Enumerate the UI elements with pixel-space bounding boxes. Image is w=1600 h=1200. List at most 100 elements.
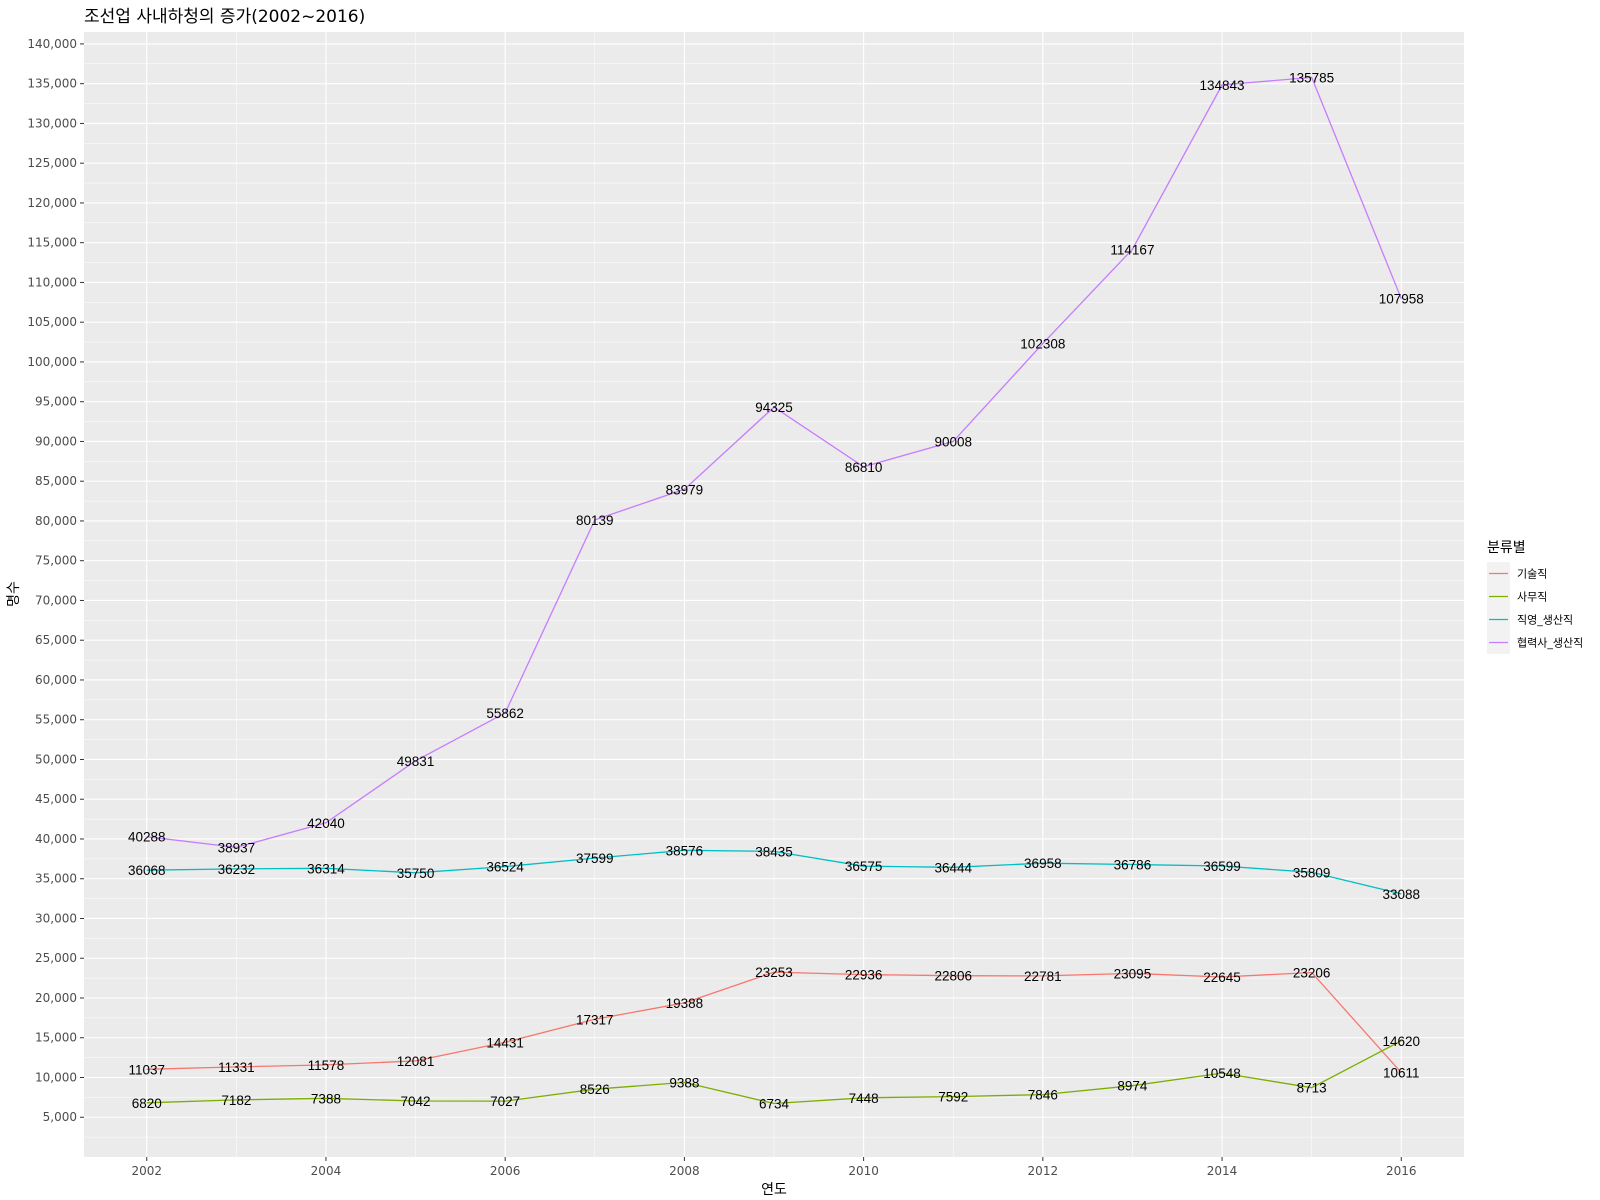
data-label: 86810 (845, 460, 883, 475)
y-tick-label: 15,000 (35, 1031, 77, 1045)
data-label: 37599 (576, 851, 614, 866)
data-label: 17317 (576, 1012, 614, 1027)
data-label: 23253 (755, 965, 793, 980)
data-label: 36575 (845, 859, 883, 874)
data-label: 22781 (1024, 969, 1062, 984)
x-tick-label: 2010 (848, 1164, 879, 1178)
data-label: 7042 (401, 1094, 431, 1109)
data-label: 134843 (1200, 78, 1245, 93)
x-tick-label: 2014 (1207, 1164, 1238, 1178)
y-tick-label: 25,000 (35, 951, 77, 965)
data-label: 107958 (1379, 292, 1424, 307)
y-tick-label: 35,000 (35, 872, 77, 886)
data-label: 36444 (934, 860, 972, 875)
data-label: 7846 (1028, 1088, 1058, 1103)
data-label: 90008 (934, 434, 972, 449)
data-label: 94325 (755, 400, 793, 415)
data-label: 36232 (218, 862, 256, 877)
y-axis-title: 명수 (6, 581, 22, 607)
y-tick-label: 5,000 (43, 1110, 77, 1124)
y-tick-label: 55,000 (35, 713, 77, 727)
data-label: 7448 (849, 1091, 879, 1106)
x-axis-ticks: 2002 2004 2006 2008 2010 2012 2014 2016 (131, 1157, 1417, 1178)
data-label: 14431 (486, 1035, 524, 1050)
data-label: 35809 (1293, 865, 1331, 880)
data-label: 102308 (1020, 337, 1065, 352)
data-label: 10548 (1203, 1066, 1241, 1081)
x-tick-label: 2004 (311, 1164, 342, 1178)
data-label: 6820 (132, 1096, 162, 1111)
x-tick-label: 2016 (1386, 1164, 1417, 1178)
data-label: 8713 (1297, 1081, 1327, 1096)
x-tick-label: 2008 (669, 1164, 700, 1178)
y-tick-label: 40,000 (35, 832, 77, 846)
y-tick-label: 135,000 (27, 77, 77, 91)
x-tick-label: 2012 (1028, 1164, 1059, 1178)
y-tick-label: 95,000 (35, 395, 77, 409)
data-label: 35750 (397, 866, 435, 881)
series-line-3 (146, 76, 1402, 849)
data-label: 38435 (755, 844, 793, 859)
data-label: 11331 (218, 1060, 255, 1075)
y-tick-label: 140,000 (27, 37, 77, 51)
y-tick-label: 90,000 (35, 434, 77, 448)
data-label: 22645 (1203, 970, 1241, 985)
y-axis-ticks: 5,000 10,000 15,000 20,000 25,000 30,000 35,00… (27, 37, 84, 1124)
grid-lines (84, 32, 1464, 1157)
legend-title: 분류별 (1487, 540, 1526, 556)
series-line-1 (146, 1040, 1402, 1105)
data-label: 6734 (759, 1096, 790, 1111)
data-label: 9388 (669, 1075, 699, 1090)
data-label: 55862 (486, 706, 524, 721)
y-tick-label: 20,000 (35, 991, 77, 1005)
y-tick-label: 100,000 (27, 355, 77, 369)
x-axis-title: 연도 (761, 1182, 787, 1198)
data-label: 36524 (486, 860, 524, 875)
data-label: 38576 (666, 843, 704, 858)
data-label: 22936 (845, 968, 883, 983)
data-label: 22806 (934, 969, 972, 984)
y-tick-label: 30,000 (35, 911, 77, 925)
data-label: 8526 (580, 1082, 610, 1097)
series-line-2 (146, 849, 1402, 895)
data-label: 80139 (576, 513, 614, 528)
data-label: 83979 (666, 482, 704, 497)
data-label: 36958 (1024, 856, 1062, 871)
y-tick-label: 65,000 (35, 633, 77, 647)
y-tick-label: 110,000 (27, 275, 77, 289)
y-tick-label: 125,000 (27, 156, 77, 170)
data-label: 23095 (1114, 966, 1152, 981)
data-label: 40288 (128, 830, 166, 845)
chart-title: 조선업 사내하청의 증가(2002~2016) (84, 7, 365, 27)
y-tick-label: 70,000 (35, 593, 77, 607)
x-tick-label: 2006 (490, 1164, 521, 1178)
y-tick-label: 45,000 (35, 792, 77, 806)
data-label: 23206 (1293, 966, 1331, 981)
data-label: 11037 (128, 1062, 165, 1077)
data-label: 33088 (1382, 887, 1420, 902)
data-label: 36068 (128, 863, 166, 878)
legend-label: 사무직 (1517, 591, 1547, 604)
data-label: 114167 (1110, 242, 1154, 257)
y-tick-label: 50,000 (35, 752, 77, 766)
data-label: 14620 (1382, 1034, 1420, 1049)
y-tick-label: 10,000 (35, 1070, 77, 1084)
data-label: 36786 (1114, 858, 1152, 873)
data-label: 36314 (307, 861, 345, 876)
data-label: 42040 (307, 816, 345, 831)
data-label: 49831 (397, 754, 435, 769)
data-label: 7182 (221, 1093, 251, 1108)
data-label: 19388 (666, 996, 704, 1011)
y-tick-label: 75,000 (35, 554, 77, 568)
data-label: 38937 (218, 840, 256, 855)
data-label: 12081 (397, 1054, 435, 1069)
legend-label: 직영_생산직 (1517, 614, 1573, 627)
y-tick-label: 105,000 (27, 315, 77, 329)
legend-label: 협력사_생산직 (1517, 637, 1583, 650)
data-label: 7388 (311, 1091, 341, 1106)
series-line-0 (146, 971, 1402, 1074)
data-label: 36599 (1203, 859, 1241, 874)
data-label: 7592 (938, 1090, 968, 1105)
